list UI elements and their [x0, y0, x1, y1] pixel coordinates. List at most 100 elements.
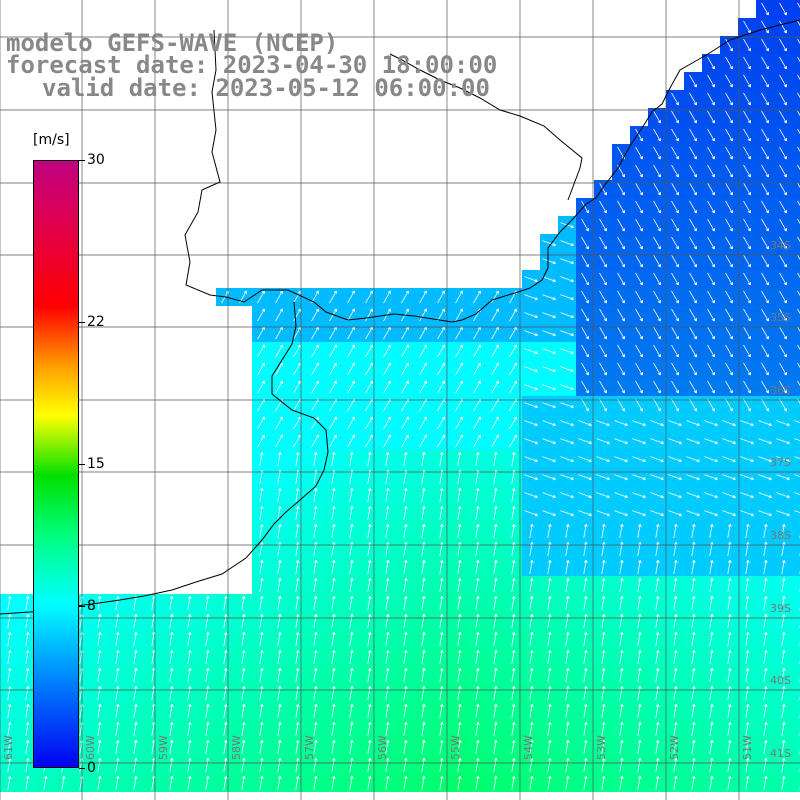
wind-arrow [457, 523, 462, 538]
wind-arrow [673, 631, 678, 646]
wind-arrow [439, 577, 444, 592]
wind-arrow [365, 308, 373, 322]
wind-arrow [421, 595, 426, 610]
wind-arrow [473, 416, 481, 430]
wind-arrow [295, 775, 300, 790]
wind-arrow [745, 595, 750, 610]
wind-arrow [223, 649, 228, 664]
wind-arrow [689, 380, 697, 394]
latitude-label: 36S [770, 384, 791, 397]
wind-arrow [329, 380, 337, 394]
wind-arrow [223, 703, 228, 718]
wind-arrow [293, 380, 301, 394]
wind-arrow [722, 474, 736, 481]
wind-arrow [727, 739, 732, 754]
wind-arrow [797, 128, 800, 135]
wind-arrow [743, 218, 751, 232]
wind-arrow [743, 38, 751, 52]
wind-arrow [797, 254, 800, 261]
wind-arrow [653, 254, 661, 268]
wind-arrow [686, 492, 700, 499]
wind-arrow [722, 438, 736, 445]
wind-arrow [560, 474, 574, 481]
wind-arrow [295, 703, 300, 718]
wind-arrow [797, 272, 800, 279]
wind-arrow [241, 649, 246, 664]
argentina-coast [0, 301, 329, 615]
wind-arrow [655, 523, 660, 538]
wind-arrow [725, 326, 733, 340]
wind-arrow [583, 649, 588, 664]
wind-arrow [277, 685, 282, 700]
wind-arrow [614, 510, 628, 517]
wind-arrow [653, 128, 661, 142]
wind-arrow [709, 685, 714, 700]
wind-arrow [709, 613, 714, 628]
wind-arrow [707, 56, 715, 70]
wind-arrow [707, 308, 715, 322]
wind-cell [792, 594, 800, 612]
wind-arrow [725, 218, 733, 232]
wind-arrow [583, 721, 588, 736]
wind-arrow [635, 146, 643, 160]
wind-cell [792, 72, 800, 90]
wind-arrow [689, 92, 697, 106]
wind-arrow [599, 254, 607, 268]
wind-arrow [779, 146, 787, 160]
wind-arrow [707, 290, 715, 304]
colorbar-tick [79, 464, 85, 465]
wind-arrow [331, 505, 336, 520]
wind-arrow [725, 236, 733, 250]
wind-arrow [329, 344, 337, 358]
wind-arrow [403, 595, 408, 610]
wind-cell [792, 540, 800, 558]
wind-arrow [596, 456, 610, 463]
latitude-label: 37S [770, 456, 791, 469]
wind-arrow [437, 290, 445, 304]
wind-cell [792, 666, 800, 684]
wind-arrow [673, 541, 678, 556]
wind-arrow [635, 326, 643, 340]
wind-arrow [673, 559, 678, 574]
wind-arrow [635, 236, 643, 250]
wind-arrow [331, 685, 336, 700]
wind-arrow [293, 416, 301, 430]
wind-arrow [704, 492, 718, 499]
wind-arrow [25, 631, 30, 646]
wind-arrow [169, 739, 174, 754]
wind-arrow [493, 667, 498, 682]
wind-arrow [331, 451, 336, 466]
wind-arrow [617, 362, 625, 376]
wind-arrow [671, 182, 679, 196]
wind-arrow [547, 631, 552, 646]
wind-arrow [349, 757, 354, 772]
wind-arrow [725, 398, 733, 412]
wind-arrow [709, 721, 714, 736]
wind-arrow [542, 294, 556, 301]
wind-arrow [277, 649, 282, 664]
wind-arrow [637, 667, 642, 682]
wind-arrow [797, 398, 800, 405]
wind-arrow [725, 56, 733, 70]
wind-arrow [547, 613, 552, 628]
wind-arrow [743, 200, 751, 214]
wind-arrow [650, 456, 664, 463]
wind-arrow [691, 613, 696, 628]
longitude-label: 55W [449, 735, 462, 760]
wind-cell [792, 126, 800, 144]
wind-arrow [457, 685, 462, 700]
wind-arrow [635, 182, 643, 196]
wind-arrow [761, 20, 769, 34]
wind-arrow [277, 739, 282, 754]
wind-arrow [691, 523, 696, 538]
wind-cell [792, 630, 800, 648]
wind-arrow [779, 56, 787, 70]
wind-arrow [781, 649, 786, 664]
wind-arrow [311, 380, 319, 394]
wind-arrow [25, 595, 30, 610]
wind-arrow [794, 456, 800, 460]
wind-arrow [421, 487, 426, 502]
wind-arrow [745, 721, 750, 736]
wind-arrow [524, 384, 538, 391]
wind-arrow [599, 290, 607, 304]
